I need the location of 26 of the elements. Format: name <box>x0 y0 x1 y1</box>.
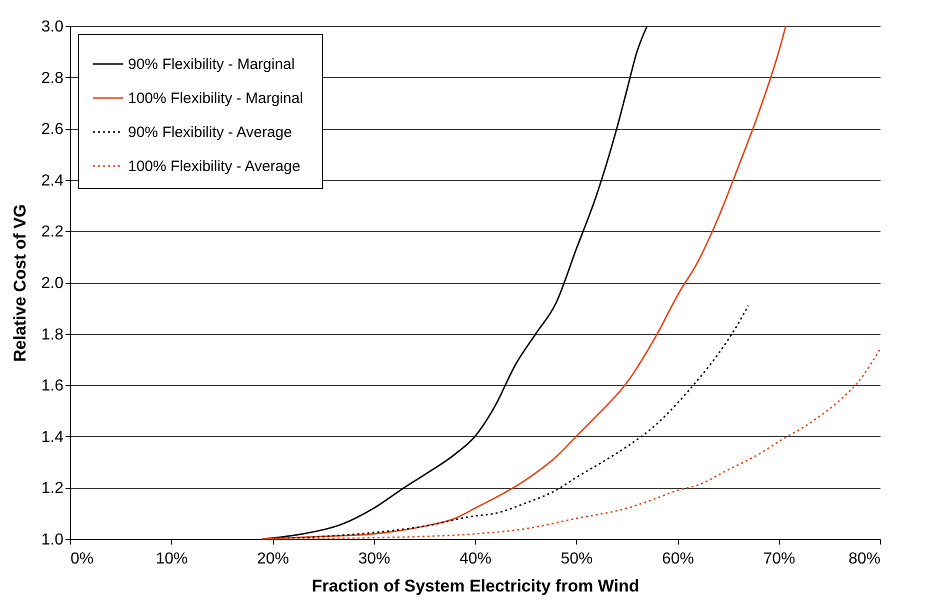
y-tick-label: 1.2 <box>41 480 64 498</box>
legend-label: 100% Flexibility - Marginal <box>128 90 304 107</box>
y-tick-label: 1.8 <box>41 326 64 344</box>
x-tick-label: 60% <box>662 550 694 568</box>
y-tick-label: 2.6 <box>41 121 64 138</box>
x-tick-label: 0% <box>70 550 94 568</box>
legend-label: 90% Flexibility - Marginal <box>128 56 295 73</box>
x-tick-label: 40% <box>459 550 492 568</box>
x-tick-label: 70% <box>763 550 796 568</box>
x-tick-label: 30% <box>358 550 390 568</box>
x-axis-title: Fraction of System Electricity from Wind <box>312 576 640 596</box>
y-tick-label: 1.4 <box>41 428 64 446</box>
y-tick-label: 1.6 <box>41 378 64 395</box>
y-axis-title: Relative Cost of VG <box>10 204 30 362</box>
y-tick-label: 2.8 <box>41 70 64 87</box>
y-tick-label: 1.0 <box>41 532 64 548</box>
x-tick-label: 20% <box>256 550 290 568</box>
legend-label: 90% Flexibility - Average <box>128 124 292 141</box>
x-tick-label: 50% <box>560 550 593 568</box>
y-tick-label: 3.0 <box>41 18 64 36</box>
y-tick-label: 2.2 <box>41 224 64 241</box>
legend-label: 100% Flexibility - Average <box>128 158 300 175</box>
y-tick-label: 2.0 <box>41 275 64 292</box>
x-tick-label: 10% <box>156 550 188 568</box>
y-tick-label: 2.4 <box>41 172 64 190</box>
x-tick-label: 80% <box>848 550 880 568</box>
